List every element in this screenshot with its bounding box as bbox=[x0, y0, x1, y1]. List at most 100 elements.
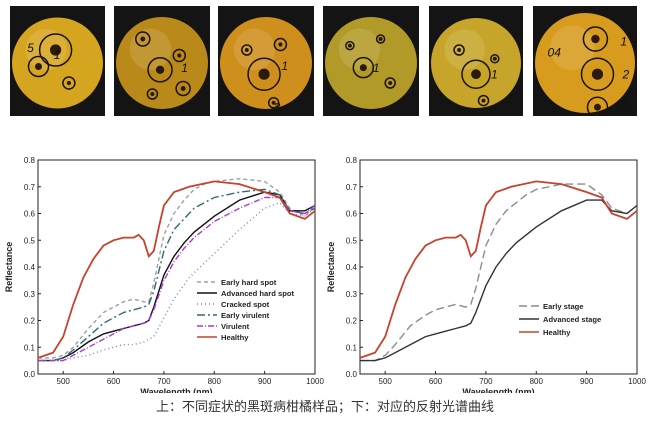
citrus-fruit bbox=[116, 17, 208, 109]
legend-label: Early virulent bbox=[221, 311, 270, 320]
x-tick-label: 900 bbox=[580, 377, 594, 386]
lesion-spot bbox=[271, 100, 276, 105]
series-line bbox=[360, 199, 638, 362]
lesion-spot bbox=[177, 53, 182, 58]
y-tick-label: 0.6 bbox=[346, 210, 358, 219]
sample-photo-2: 1 bbox=[114, 6, 210, 116]
x-tick-label: 800 bbox=[530, 377, 544, 386]
x-tick-label: 600 bbox=[429, 377, 443, 386]
x-tick-label: 900 bbox=[258, 377, 272, 386]
legend-label: Advanced stage bbox=[543, 315, 601, 324]
sample-marker-label: 2 bbox=[621, 68, 629, 82]
marker-circle bbox=[375, 34, 386, 44]
series-line bbox=[37, 180, 316, 359]
sample-marker-label: 1 bbox=[181, 61, 188, 75]
lesion-spot bbox=[258, 68, 270, 80]
marker-circle bbox=[273, 37, 288, 52]
citrus-fruit bbox=[12, 17, 103, 109]
y-tick-label: 0.0 bbox=[24, 370, 36, 379]
sample-marker-label: 3 bbox=[620, 96, 627, 110]
marker-circle bbox=[384, 77, 396, 89]
series-line bbox=[38, 188, 316, 362]
marker-circle bbox=[38, 33, 73, 67]
x-tick-label: 1000 bbox=[306, 377, 324, 386]
lesion-spot bbox=[591, 34, 600, 44]
y-tick-label: 0.3 bbox=[24, 290, 36, 299]
marker-circle bbox=[27, 55, 50, 78]
sample-marker-label: 5 bbox=[27, 41, 34, 55]
marker-circle bbox=[175, 80, 191, 97]
lesion-spot bbox=[180, 86, 186, 91]
lesion-spot bbox=[244, 48, 249, 52]
series-line bbox=[38, 177, 316, 359]
spectra-chart-symptoms: 0.0 0.1 0.2 0.3 0.4 0.5 0.6 0.7 0.8 500 600 700 800 9… bbox=[4, 156, 324, 393]
marker-circle bbox=[477, 94, 490, 107]
marker-circle bbox=[453, 44, 465, 56]
series-line bbox=[359, 180, 638, 359]
series-line bbox=[360, 183, 638, 362]
marker-circle bbox=[352, 56, 375, 79]
lesion-spot bbox=[388, 81, 393, 85]
marker-circle bbox=[490, 54, 500, 64]
y-tick-label: 0.1 bbox=[24, 343, 36, 352]
lesion-spot bbox=[150, 92, 155, 96]
marker-circle bbox=[241, 44, 253, 56]
lesion-spot bbox=[66, 80, 71, 86]
marker-circle bbox=[345, 40, 355, 51]
sample-photo-5: 1 bbox=[429, 6, 523, 116]
series-line bbox=[38, 201, 316, 362]
x-tick-label: 700 bbox=[157, 377, 171, 386]
marker-circle bbox=[586, 96, 609, 116]
x-tick-label: 500 bbox=[57, 377, 71, 386]
y-tick-label: 0.1 bbox=[346, 343, 358, 352]
x-axis-label: Wavelength (nm) bbox=[462, 387, 534, 393]
citrus-fruit bbox=[220, 17, 312, 109]
y-tick-label: 0.8 bbox=[24, 156, 36, 165]
x-tick-label: 1000 bbox=[628, 377, 646, 386]
lesion-spot bbox=[593, 103, 601, 111]
y-tick-label: 0.5 bbox=[24, 236, 36, 245]
x-tick-label: 500 bbox=[379, 377, 393, 386]
spectra-chart-stages: 0.0 0.1 0.2 0.3 0.4 0.5 0.6 0.7 0.8 500 600 700 800 9… bbox=[326, 156, 646, 393]
legend-label: Early hard spot bbox=[221, 278, 277, 287]
y-tick-label: 0.4 bbox=[24, 263, 36, 272]
sample-marker-label: 04 bbox=[548, 46, 562, 60]
y-tick-label: 0.6 bbox=[24, 210, 36, 219]
y-tick-label: 0.3 bbox=[346, 290, 358, 299]
lesion-spot bbox=[278, 42, 283, 47]
lesion-spot bbox=[457, 48, 462, 52]
x-tick-label: 700 bbox=[479, 377, 493, 386]
marker-circle bbox=[461, 59, 491, 89]
x-tick-label: 600 bbox=[107, 377, 121, 386]
legend-label: Early stage bbox=[543, 302, 584, 311]
marker-circle bbox=[582, 26, 609, 52]
series-line bbox=[38, 191, 316, 362]
legend-label: Healthy bbox=[543, 328, 571, 337]
y-tick-label: 0.4 bbox=[346, 263, 358, 272]
y-axis-label: Reflectance bbox=[4, 242, 14, 293]
legend-label: Cracked spot bbox=[221, 300, 270, 309]
marker-circle bbox=[267, 97, 280, 109]
marker-circle bbox=[580, 57, 615, 91]
lesion-spot bbox=[492, 56, 497, 61]
lesion-spot bbox=[471, 69, 481, 80]
sample-marker-label: 1 bbox=[491, 68, 498, 82]
y-tick-label: 0.7 bbox=[346, 183, 358, 192]
sample-marker-label: 1 bbox=[373, 61, 380, 75]
marker-circle bbox=[135, 31, 151, 47]
lesion-spot bbox=[155, 65, 165, 74]
lesion-spot bbox=[591, 68, 604, 80]
y-axis-label: Reflectance bbox=[326, 242, 336, 293]
x-tick-label: 800 bbox=[208, 377, 222, 386]
marker-circle bbox=[146, 88, 159, 100]
legend-label: Healthy bbox=[221, 333, 249, 342]
lesion-spot bbox=[481, 98, 486, 103]
y-tick-label: 0.2 bbox=[346, 317, 358, 326]
y-tick-label: 0.0 bbox=[346, 370, 358, 379]
marker-circle bbox=[62, 76, 76, 90]
marker-circle bbox=[172, 48, 187, 63]
sample-photo-6: 04 1 2 3 bbox=[533, 6, 637, 116]
